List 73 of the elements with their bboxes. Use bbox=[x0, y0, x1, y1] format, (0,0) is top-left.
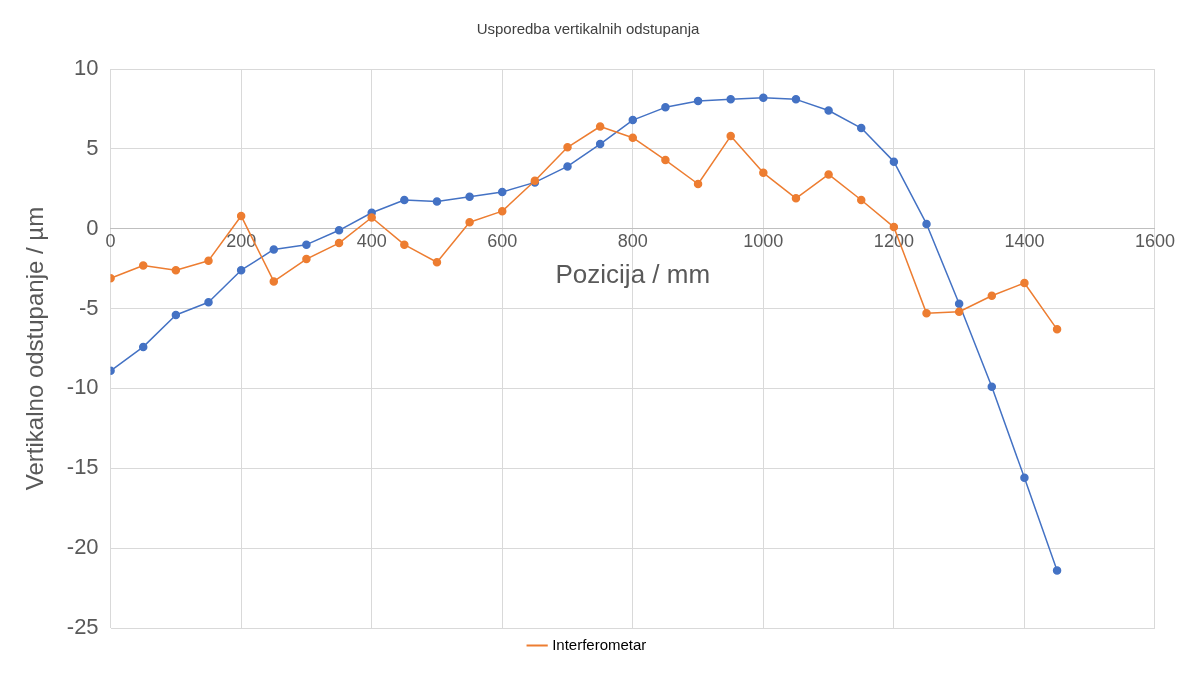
point bbox=[302, 254, 311, 264]
point bbox=[1052, 566, 1062, 575]
point bbox=[563, 162, 572, 171]
y-tick-label: -15 bbox=[66, 454, 99, 480]
y-tick-label: -20 bbox=[66, 534, 99, 560]
point bbox=[563, 143, 572, 152]
point bbox=[628, 133, 638, 142]
point bbox=[269, 277, 279, 286]
x-tick-label: 0 bbox=[105, 231, 116, 252]
point bbox=[824, 170, 833, 179]
point bbox=[954, 307, 964, 317]
point bbox=[367, 213, 376, 222]
point bbox=[400, 240, 409, 249]
point bbox=[661, 103, 670, 112]
point bbox=[236, 265, 246, 275]
point bbox=[236, 211, 246, 221]
point bbox=[857, 123, 866, 133]
point bbox=[889, 157, 899, 166]
y-axis-title: Vertikalno odstupanje / µm bbox=[21, 206, 49, 491]
point bbox=[595, 122, 605, 131]
point bbox=[759, 168, 768, 178]
x-tick-label: 400 bbox=[356, 231, 387, 252]
point bbox=[497, 187, 507, 197]
point bbox=[171, 265, 181, 275]
point bbox=[432, 197, 442, 206]
point bbox=[791, 95, 801, 104]
point bbox=[595, 139, 605, 149]
point bbox=[204, 256, 213, 265]
point bbox=[334, 226, 344, 235]
point bbox=[628, 115, 638, 125]
point bbox=[661, 155, 670, 165]
point bbox=[138, 261, 148, 270]
point bbox=[138, 342, 148, 352]
point bbox=[171, 310, 181, 320]
y-tick-label: 10 bbox=[74, 55, 99, 81]
x-tick-label: 1600 bbox=[1134, 231, 1175, 252]
point bbox=[987, 382, 997, 392]
y-tick-label: -10 bbox=[66, 374, 99, 400]
point bbox=[693, 96, 703, 106]
point bbox=[987, 291, 997, 301]
y-tick-label: -25 bbox=[66, 614, 99, 640]
x-tick-label: 1000 bbox=[743, 231, 784, 252]
x-axis-title: Pozicija / mm bbox=[555, 259, 711, 290]
point bbox=[726, 95, 735, 104]
point bbox=[1020, 473, 1029, 483]
point bbox=[726, 131, 735, 141]
point bbox=[1020, 278, 1029, 288]
point bbox=[922, 309, 931, 318]
point bbox=[922, 219, 931, 229]
point bbox=[334, 238, 344, 248]
chart-title: Usporedba vertikalnih odstupanja bbox=[476, 20, 700, 38]
point bbox=[465, 192, 474, 202]
point bbox=[465, 218, 474, 227]
x-tick-label: 600 bbox=[487, 231, 518, 252]
point bbox=[693, 179, 703, 189]
legend-label: Interferometar bbox=[552, 635, 647, 653]
point bbox=[432, 258, 442, 267]
point bbox=[759, 93, 768, 102]
point bbox=[302, 240, 311, 249]
y-tick-label: -5 bbox=[79, 294, 99, 320]
point bbox=[857, 195, 866, 205]
x-tick-label: 800 bbox=[617, 231, 648, 252]
point bbox=[824, 106, 833, 115]
point bbox=[400, 195, 409, 205]
point bbox=[497, 206, 507, 216]
y-tick-label: 5 bbox=[86, 134, 99, 160]
point bbox=[269, 245, 279, 254]
point bbox=[954, 299, 964, 309]
point bbox=[889, 222, 899, 232]
point bbox=[791, 194, 801, 203]
point bbox=[204, 297, 213, 307]
x-tick-label: 1400 bbox=[1004, 231, 1045, 252]
point bbox=[1052, 325, 1062, 334]
